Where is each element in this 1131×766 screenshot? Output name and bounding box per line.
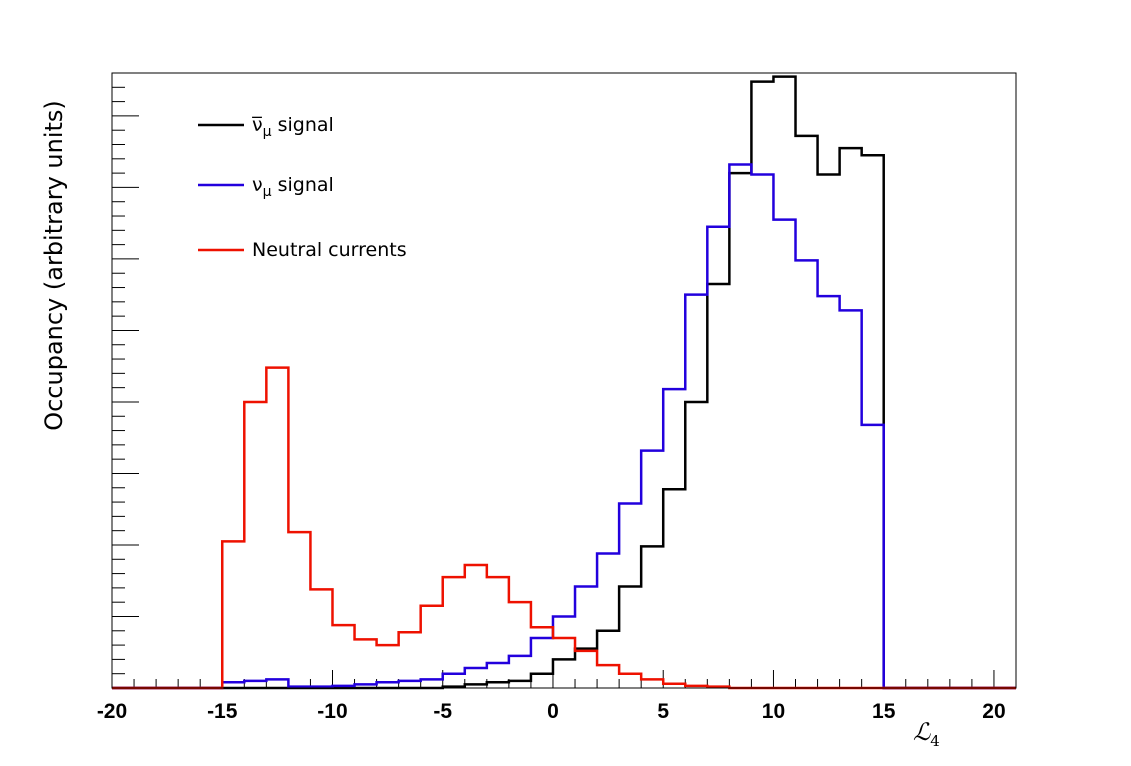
plot-frame	[111, 72, 1017, 689]
legend-subscript: μ	[263, 124, 272, 140]
legend-label-numu-signal: νμ signal	[252, 174, 334, 200]
x-axis-label-subscript: 4	[930, 732, 940, 750]
legend-symbol: Neutral currents	[252, 239, 407, 261]
legend-suffix: signal	[272, 114, 334, 136]
x-tick-label: 5	[657, 700, 669, 723]
legend-subscript: μ	[263, 184, 272, 200]
x-tick-label: -10	[317, 700, 347, 723]
series-numu-signal-histogram	[112, 163, 1016, 690]
x-tick-label: 20	[982, 700, 1005, 723]
x-axis-label: ℒ4	[913, 718, 940, 750]
legend: ν̅μ signal νμ signal Neutral currents	[198, 114, 407, 261]
y-axis-label: Occupancy (arbitrary units)	[40, 100, 68, 431]
x-tick-label: -15	[207, 700, 238, 723]
legend-label-neutral-currents: Neutral currents	[252, 239, 407, 261]
x-tick-label: 10	[762, 700, 785, 723]
x-tick-labels: -20 -15 -10 -5 0 5 10 15 20	[97, 700, 1006, 723]
legend-entry-antinumu-signal: ν̅μ signal	[198, 114, 334, 140]
legend-label-antinumu-signal: ν̅μ signal	[252, 114, 334, 140]
x-axis-label-symbol: ℒ	[913, 718, 931, 746]
x-tick-label: -20	[97, 700, 127, 723]
x-tick-label: 15	[872, 700, 896, 723]
series-neutral-currents-histogram	[112, 366, 1016, 690]
x-tick-label: -5	[433, 700, 452, 723]
legend-symbol: ν̅	[252, 114, 263, 136]
legend-entry-neutral-currents: Neutral currents	[198, 239, 407, 261]
legend-entry-numu-signal: νμ signal	[198, 174, 334, 200]
legend-symbol: ν	[252, 174, 263, 196]
legend-suffix: signal	[272, 174, 334, 196]
x-tick-label: 0	[547, 700, 559, 723]
